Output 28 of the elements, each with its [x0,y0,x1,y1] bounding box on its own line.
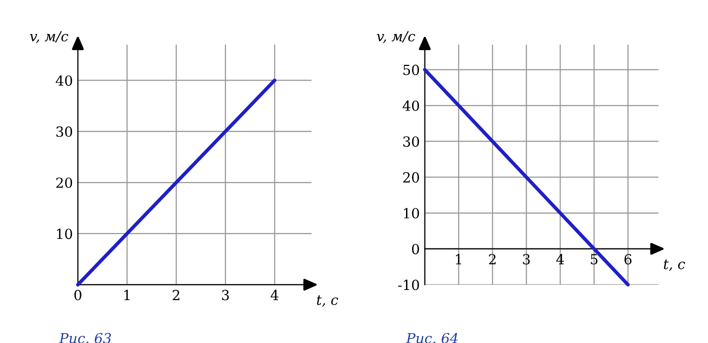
x-tick-label: 6 [624,254,632,264]
x-tick-label: 4 [270,290,278,300]
x-tick-label: 5 [590,254,598,264]
y-tick-label: 40 [402,100,420,111]
text: Рис. 63 [58,332,111,343]
y-tick-label: 10 [57,228,72,240]
y-tick-label: 50 [403,64,420,76]
y-tick-label: -10 [398,280,420,290]
text: Рис. 64 [406,332,458,343]
y-tick-label: 30 [403,136,420,147]
x-axis-title: t, с [316,295,338,307]
x-tick-label: 1 [456,254,462,264]
x-tick-label: 2 [172,290,180,300]
x-tick-label: 1 [124,290,130,300]
x-axis-title: t, с [664,260,686,271]
y-tick-label: 40 [56,75,72,86]
x-tick-label: 4 [556,254,564,264]
y-tick-label: 20 [403,172,420,183]
x-tick-label: 0 [74,290,82,300]
y-tick-label: 30 [56,126,72,137]
y-tick-label: 0 [412,244,420,254]
x-tick-label: 3 [222,290,229,300]
x-tick-label: 2 [489,254,496,264]
y-tick-label: 10 [404,208,420,218]
y-tick-label: 20 [56,177,72,188]
y-axis-title: v, м/с [30,31,68,44]
y-axis-title: v, м/с [376,31,416,44]
x-tick-label: 3 [523,254,530,264]
